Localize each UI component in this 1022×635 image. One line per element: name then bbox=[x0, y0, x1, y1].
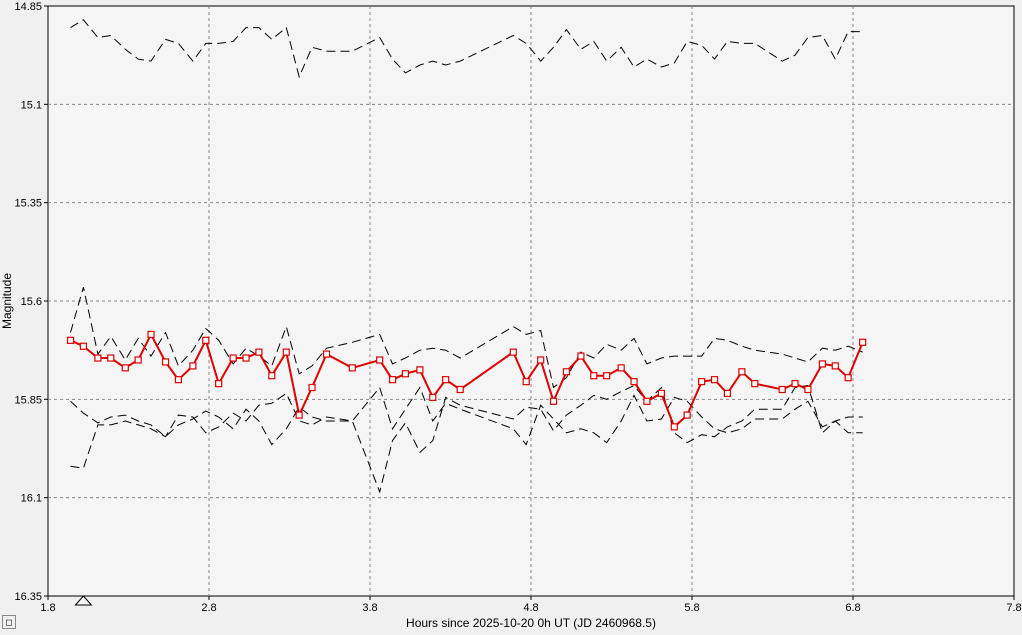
target-point bbox=[698, 378, 706, 386]
target-point bbox=[751, 380, 759, 388]
target-point bbox=[282, 348, 290, 356]
target-point bbox=[590, 372, 598, 380]
target-point bbox=[804, 385, 812, 394]
target-point bbox=[134, 356, 142, 364]
comparison-4-line bbox=[70, 384, 863, 494]
target-point bbox=[683, 411, 691, 419]
target-point bbox=[442, 376, 450, 384]
target-point bbox=[189, 362, 197, 370]
target-point bbox=[66, 336, 75, 344]
target-point bbox=[670, 423, 678, 431]
target-point bbox=[522, 378, 530, 386]
y-tick-label: 15.85 bbox=[14, 394, 42, 406]
target-point bbox=[268, 372, 276, 380]
target-point bbox=[161, 358, 170, 366]
y-tick-label: 15.6 bbox=[21, 296, 42, 308]
target-point bbox=[791, 380, 799, 388]
target-point bbox=[401, 370, 410, 378]
target-point bbox=[215, 380, 223, 388]
x-tick-label: 3.8 bbox=[362, 602, 377, 614]
grid bbox=[48, 6, 1014, 596]
target-point bbox=[348, 364, 356, 372]
target-point bbox=[643, 397, 651, 405]
comparison-1-line bbox=[70, 19, 863, 79]
axis-ticks: 1.8 2.8 3.8 4.8 5.8 6.8 7.8 14.85 15.1 15.35 15.6 1… bbox=[14, 1, 1021, 614]
target-point bbox=[107, 354, 115, 362]
comparison-series bbox=[70, 19, 863, 494]
target-point bbox=[537, 356, 545, 364]
target-point bbox=[308, 383, 316, 392]
y-tick-label: 14.85 bbox=[14, 1, 42, 13]
target-point bbox=[121, 364, 129, 372]
target-series bbox=[66, 330, 867, 431]
target-point bbox=[376, 356, 384, 364]
legend-toggle-button[interactable]: ◻ bbox=[2, 615, 16, 629]
y-tick-label: 16.1 bbox=[21, 493, 42, 505]
target-point bbox=[295, 411, 303, 419]
target-point bbox=[603, 372, 611, 380]
target-point bbox=[723, 389, 732, 398]
target-point bbox=[577, 352, 585, 360]
target-point bbox=[416, 366, 424, 374]
comparison-2-line bbox=[70, 287, 863, 389]
target-point bbox=[859, 338, 867, 346]
target-point bbox=[738, 368, 746, 376]
x-axis-title: Hours since 2025-10-20 0h UT (JD 2460968… bbox=[406, 616, 656, 630]
target-point bbox=[79, 342, 88, 350]
target-point bbox=[710, 376, 719, 384]
target-point bbox=[174, 376, 183, 384]
target-point bbox=[818, 360, 827, 368]
x-tick-label: 4.8 bbox=[523, 602, 538, 614]
target-point bbox=[509, 348, 517, 356]
y-tick-label: 15.1 bbox=[21, 99, 42, 111]
target-point bbox=[549, 397, 558, 405]
y-axis-title: Magnitude bbox=[0, 273, 14, 329]
target-point bbox=[147, 330, 155, 339]
target-point bbox=[429, 393, 437, 401]
target-point bbox=[831, 362, 839, 370]
target-point bbox=[388, 376, 397, 384]
x-tick-label: 2.8 bbox=[201, 602, 216, 614]
target-point bbox=[229, 354, 237, 362]
target-point bbox=[456, 385, 464, 394]
target-point bbox=[322, 350, 331, 358]
x-tick-label: 6.8 bbox=[845, 602, 860, 614]
target-point bbox=[562, 368, 571, 376]
x-tick-label: 5.8 bbox=[684, 602, 699, 614]
target-point bbox=[630, 378, 638, 386]
y-tick-label: 16.35 bbox=[14, 591, 42, 603]
target-point bbox=[778, 385, 786, 394]
x-tick-label: 1.8 bbox=[40, 602, 55, 614]
target-point bbox=[844, 374, 852, 382]
target-point bbox=[94, 354, 102, 362]
y-tick-label: 15.35 bbox=[14, 198, 42, 210]
target-point bbox=[657, 389, 666, 398]
time-marker-triangle bbox=[74, 595, 93, 606]
x-tick-label: 7.8 bbox=[1006, 602, 1021, 614]
target-point bbox=[242, 354, 250, 362]
target-point bbox=[202, 336, 210, 344]
comparison-3-line bbox=[70, 386, 863, 446]
target-point bbox=[617, 364, 625, 372]
target-point bbox=[255, 348, 263, 356]
